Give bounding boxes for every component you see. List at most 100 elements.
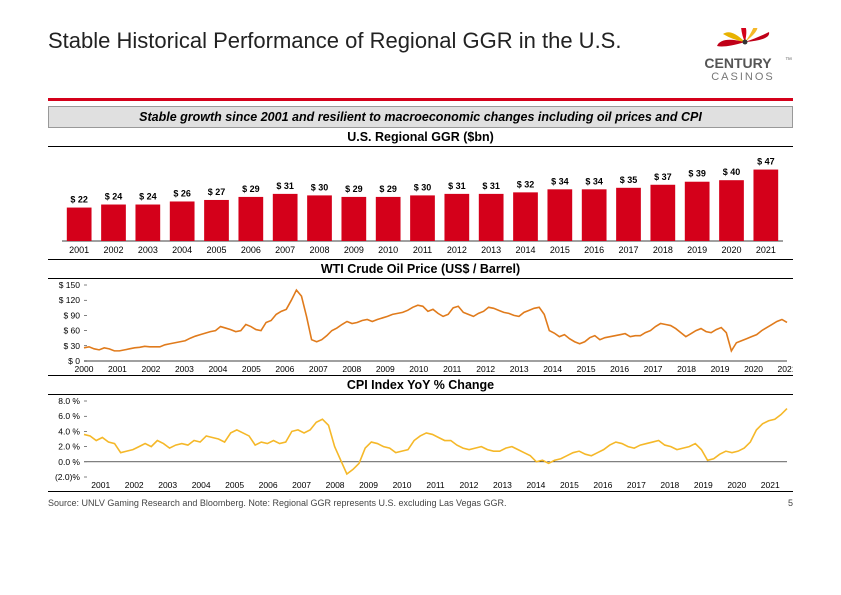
svg-text:2015: 2015 (550, 245, 570, 255)
svg-text:$ 24: $ 24 (105, 191, 123, 201)
svg-text:2006: 2006 (275, 364, 294, 374)
svg-text:$ 34: $ 34 (551, 176, 569, 186)
svg-text:2017: 2017 (627, 480, 646, 490)
svg-text:2000: 2000 (75, 364, 94, 374)
svg-text:2004: 2004 (208, 364, 227, 374)
svg-text:8.0 %: 8.0 % (58, 396, 80, 406)
svg-text:$ 60: $ 60 (63, 325, 80, 335)
wti-chart-title: WTI Crude Oil Price (US$ / Barrel) (48, 262, 793, 276)
svg-text:$ 37: $ 37 (654, 171, 672, 181)
svg-text:2011: 2011 (443, 364, 462, 374)
svg-text:$ 24: $ 24 (139, 191, 157, 201)
svg-text:2007: 2007 (309, 364, 328, 374)
svg-text:2021: 2021 (761, 480, 780, 490)
svg-text:2009: 2009 (359, 480, 378, 490)
svg-text:$ 35: $ 35 (620, 174, 638, 184)
svg-text:2003: 2003 (175, 364, 194, 374)
cpi-chart-title: CPI Index YoY % Change (48, 378, 793, 392)
svg-text:(2.0)%: (2.0)% (55, 472, 80, 482)
svg-text:2003: 2003 (138, 245, 158, 255)
svg-text:2012: 2012 (476, 364, 495, 374)
svg-text:2004: 2004 (172, 245, 192, 255)
svg-text:$ 90: $ 90 (63, 310, 80, 320)
header: Stable Historical Performance of Regiona… (48, 28, 793, 92)
subtitle: Stable growth since 2001 and resilient t… (48, 106, 793, 128)
svg-text:2005: 2005 (225, 480, 244, 490)
svg-text:2020: 2020 (721, 245, 741, 255)
svg-text:6.0 %: 6.0 % (58, 411, 80, 421)
svg-text:2019: 2019 (711, 364, 730, 374)
svg-text:2016: 2016 (593, 480, 612, 490)
page-title: Stable Historical Performance of Regiona… (48, 28, 621, 54)
wti-chart: WTI Crude Oil Price (US$ / Barrel) $ 0$ … (48, 262, 793, 376)
svg-text:2001: 2001 (69, 245, 89, 255)
svg-text:2010: 2010 (393, 480, 412, 490)
svg-text:2002: 2002 (103, 245, 123, 255)
svg-text:$ 30: $ 30 (63, 340, 80, 350)
svg-text:$ 31: $ 31 (482, 180, 500, 190)
svg-text:2014: 2014 (526, 480, 545, 490)
svg-text:2005: 2005 (206, 245, 226, 255)
svg-text:2011: 2011 (426, 480, 445, 490)
svg-text:2004: 2004 (192, 480, 211, 490)
svg-text:2001: 2001 (91, 480, 110, 490)
svg-text:2008: 2008 (342, 364, 361, 374)
svg-text:2018: 2018 (660, 480, 679, 490)
svg-text:2021: 2021 (756, 245, 776, 255)
svg-text:$ 31: $ 31 (448, 180, 466, 190)
svg-text:2013: 2013 (481, 245, 501, 255)
svg-text:2017: 2017 (618, 245, 638, 255)
svg-text:2015: 2015 (577, 364, 596, 374)
svg-text:$ 150: $ 150 (59, 280, 81, 290)
logo-tm: ™ (785, 57, 792, 64)
footnote-text: Source: UNLV Gaming Research and Bloombe… (48, 498, 507, 508)
svg-text:2009: 2009 (344, 245, 364, 255)
svg-text:2018: 2018 (677, 364, 696, 374)
svg-text:$ 29: $ 29 (242, 183, 260, 193)
ggr-chart-title: U.S. Regional GGR ($bn) (48, 130, 793, 144)
logo-text-top: CENTURY (704, 55, 772, 71)
svg-text:2014: 2014 (543, 364, 562, 374)
svg-text:$ 31: $ 31 (276, 180, 294, 190)
svg-text:$ 26: $ 26 (173, 188, 191, 198)
logo: CENTURY CASINOS ™ (683, 28, 793, 84)
svg-text:$ 34: $ 34 (585, 176, 603, 186)
svg-text:0.0 %: 0.0 % (58, 456, 80, 466)
svg-text:$ 29: $ 29 (345, 183, 363, 193)
svg-text:$ 47: $ 47 (757, 156, 775, 166)
ggr-chart: U.S. Regional GGR ($bn) $ 22 2001 $ 24 2002… (48, 130, 793, 260)
svg-text:2020: 2020 (744, 364, 763, 374)
svg-text:2008: 2008 (309, 245, 329, 255)
wti-chart-svg: $ 0$ 30$ 60$ 90$ 120$ 150200020012002200… (48, 279, 793, 375)
svg-text:$ 30: $ 30 (414, 182, 432, 192)
svg-text:2012: 2012 (447, 245, 467, 255)
svg-text:2020: 2020 (727, 480, 746, 490)
svg-text:2016: 2016 (610, 364, 629, 374)
ggr-chart-svg: $ 22 2001 $ 24 2002 $ 24 2003 $ 26 2004 $ 27 2005… (48, 147, 793, 259)
svg-text:2003: 2003 (158, 480, 177, 490)
svg-text:2021: 2021 (778, 364, 793, 374)
svg-text:$ 27: $ 27 (208, 186, 226, 196)
svg-text:2006: 2006 (259, 480, 278, 490)
svg-text:$ 30: $ 30 (311, 182, 329, 192)
logo-text-bottom: CASINOS (711, 71, 775, 83)
svg-text:$ 32: $ 32 (517, 179, 535, 189)
svg-text:2005: 2005 (242, 364, 261, 374)
svg-text:2019: 2019 (687, 245, 707, 255)
svg-text:2010: 2010 (409, 364, 428, 374)
svg-text:$ 22: $ 22 (70, 194, 88, 204)
cpi-chart: CPI Index YoY % Change (2.0)%0.0 %2.0 %4… (48, 378, 793, 492)
svg-text:2002: 2002 (125, 480, 144, 490)
svg-text:2001: 2001 (108, 364, 127, 374)
svg-text:2009: 2009 (376, 364, 395, 374)
svg-text:2010: 2010 (378, 245, 398, 255)
svg-text:2013: 2013 (493, 480, 512, 490)
svg-text:2015: 2015 (560, 480, 579, 490)
svg-text:$ 120: $ 120 (59, 295, 81, 305)
footnote-row: Source: UNLV Gaming Research and Bloombe… (48, 498, 793, 508)
cpi-chart-svg: (2.0)%0.0 %2.0 %4.0 %6.0 %8.0 %200120022… (48, 395, 793, 491)
svg-text:2007: 2007 (275, 245, 295, 255)
svg-text:$ 40: $ 40 (723, 167, 741, 177)
svg-text:$ 29: $ 29 (379, 183, 397, 193)
svg-text:2006: 2006 (241, 245, 261, 255)
